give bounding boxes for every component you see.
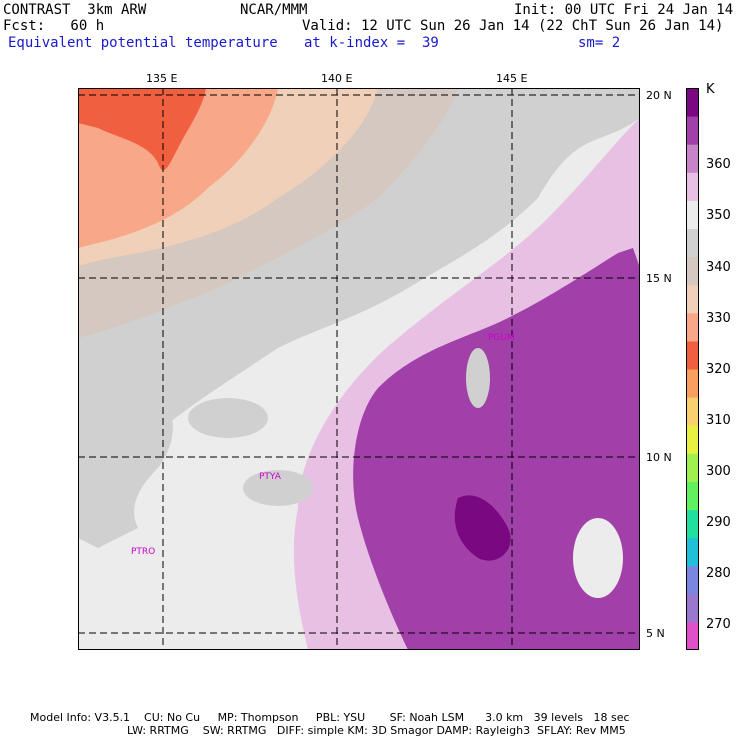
- lat-label-20: 20 N: [646, 89, 672, 102]
- cb-tick-310: 310: [706, 413, 731, 428]
- blob-3: [466, 348, 490, 408]
- colorbar-border: [686, 88, 699, 650]
- cb-tick-280: 280: [706, 566, 731, 581]
- region-375: [454, 495, 511, 561]
- colorbar-segment: [686, 621, 699, 650]
- colorbar-segment: [686, 593, 699, 623]
- region-350-west: [78, 368, 173, 548]
- colorbar-segment: [686, 88, 699, 117]
- lon-label-135: 135 E: [146, 72, 178, 85]
- lon-label-140: 140 E: [321, 72, 353, 85]
- colorbar-segment: [686, 481, 699, 510]
- forecast-hour: Fcst: 60 h: [3, 18, 105, 34]
- valid-time: Valid: 12 UTC Sun 26 Jan 14 (22 ChT Sun …: [302, 18, 724, 34]
- cb-tick-290: 290: [706, 515, 731, 530]
- colorbar-segment: [686, 397, 699, 426]
- cb-tick-320: 320: [706, 362, 731, 377]
- cb-tick-330: 330: [706, 311, 731, 326]
- lat-label-5: 5 N: [646, 627, 665, 640]
- footer-line-1: Model Info: V3.5.1 CU: No Cu MP: Thompso…: [30, 711, 630, 724]
- colorbar: [686, 88, 699, 650]
- cb-tick-270: 270: [706, 617, 731, 632]
- colorbar-segment: [686, 284, 699, 314]
- colorbar-unit: K: [706, 82, 715, 97]
- region-330: [78, 88, 206, 171]
- colorbar-segment: [686, 172, 699, 201]
- colorbar-segment: [686, 453, 699, 482]
- smoothing-info: sm= 2: [578, 35, 621, 51]
- colorbar-segment: [686, 425, 699, 454]
- lat-label-10: 10 N: [646, 451, 672, 464]
- colorbar-segment: [686, 537, 699, 567]
- colorbar-segment: [686, 312, 699, 342]
- colorbar-segment: [686, 340, 699, 370]
- station-pgum: PGUM: [488, 333, 515, 343]
- colorbar-segment: [686, 200, 699, 229]
- field-name: Equivalent potential temperature: [8, 35, 278, 51]
- colorbar-segment: [686, 144, 699, 173]
- colorbar-segment: [686, 565, 699, 595]
- colorbar-segment: [686, 228, 699, 258]
- cb-tick-300: 300: [706, 464, 731, 479]
- cb-tick-350: 350: [706, 208, 731, 223]
- center-name: NCAR/MMM: [240, 2, 308, 18]
- lon-label-145: 145 E: [496, 72, 528, 85]
- station-ptro: PTRO: [131, 547, 156, 557]
- colorbar-segment: [686, 369, 699, 398]
- station-ptya: PTYA: [259, 472, 281, 482]
- map-border: [78, 88, 640, 650]
- region-370: [353, 248, 640, 650]
- blob-2: [243, 470, 313, 506]
- level-info: at k-index = 39: [304, 35, 439, 51]
- graticule: [78, 88, 640, 650]
- colorbar-segment: [686, 116, 699, 145]
- cb-tick-360: 360: [706, 157, 731, 172]
- colorbar-segment: [686, 509, 699, 539]
- blob-1: [188, 398, 268, 438]
- colorbar-segment: [686, 256, 699, 286]
- footer-line-2: LW: RRTMG SW: RRTMG DIFF: simple KM: 3D …: [127, 724, 626, 737]
- model-name: CONTRAST 3km ARW: [3, 2, 147, 18]
- cb-tick-340: 340: [706, 260, 731, 275]
- blob-4: [573, 518, 623, 598]
- init-time: Init: 00 UTC Fri 24 Jan 14: [514, 2, 734, 18]
- theta-e-map: [78, 88, 640, 650]
- lat-label-15: 15 N: [646, 272, 672, 285]
